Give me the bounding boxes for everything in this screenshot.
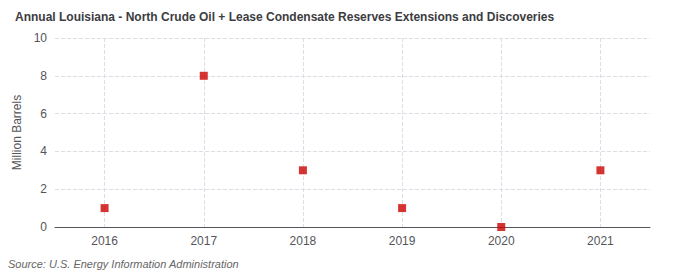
svg-text:2018: 2018 — [290, 234, 317, 248]
svg-text:2: 2 — [40, 182, 47, 196]
svg-text:2020: 2020 — [488, 234, 515, 248]
svg-text:2019: 2019 — [389, 234, 416, 248]
svg-text:Source: U.S. Energy Informatio: Source: U.S. Energy Information Administ… — [8, 258, 239, 270]
svg-text:Annual Louisiana - North Crude: Annual Louisiana - North Crude Oil + Lea… — [15, 10, 554, 24]
svg-text:2017: 2017 — [190, 234, 217, 248]
svg-text:8: 8 — [40, 69, 47, 83]
svg-text:2016: 2016 — [91, 234, 118, 248]
svg-text:0: 0 — [40, 220, 47, 234]
svg-text:6: 6 — [40, 107, 47, 121]
svg-text:Million Barrels: Million Barrels — [10, 95, 24, 170]
svg-text:10: 10 — [34, 31, 48, 45]
svg-text:2021: 2021 — [587, 234, 614, 248]
svg-text:4: 4 — [40, 144, 47, 158]
